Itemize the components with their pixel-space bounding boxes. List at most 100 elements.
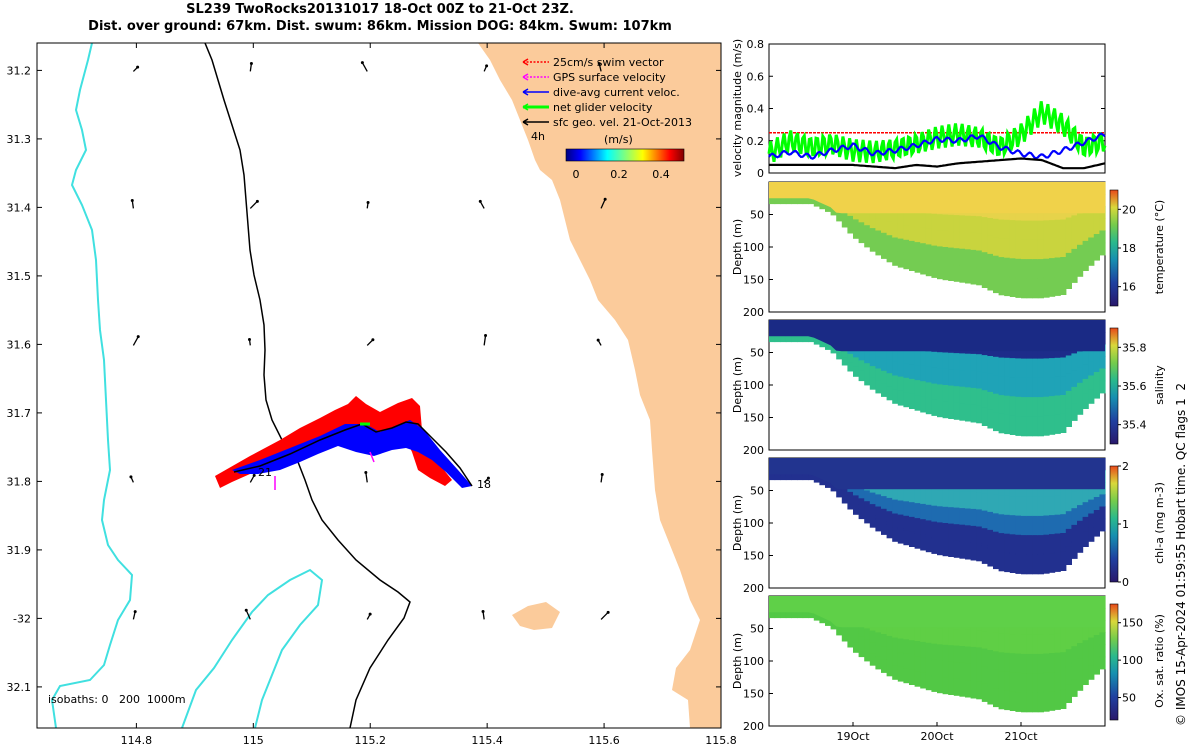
section-y-tick: 200 (743, 306, 764, 319)
section-cell (993, 274, 1000, 294)
section-cbar-tick: 35.4 (1122, 419, 1147, 432)
geo-vector-head (255, 199, 259, 203)
section-colorbar (1109, 465, 1119, 583)
section-cell (1009, 653, 1016, 673)
section-cell (881, 483, 888, 497)
section-cbar-tick: 35.6 (1122, 380, 1147, 393)
section-cell (998, 238, 1005, 258)
section-cell (1082, 364, 1089, 380)
section-cell (853, 495, 860, 506)
section-x-tick: 20Oct (920, 730, 954, 743)
section-cell (993, 494, 1000, 514)
section-cell (998, 376, 1005, 396)
section-cell (1026, 515, 1033, 536)
section-cell (959, 662, 966, 680)
section-cell (914, 488, 921, 504)
section-cell (1054, 495, 1061, 516)
section-cell (1026, 278, 1033, 299)
section-cell (931, 521, 938, 539)
section-cell (1077, 658, 1084, 676)
section-cell (886, 511, 893, 526)
section-cell (920, 350, 927, 367)
section-cell (920, 534, 927, 551)
geo-vector-head (364, 470, 368, 474)
section-cell (1049, 672, 1056, 692)
section-cell (785, 472, 792, 477)
section-cell (1071, 215, 1078, 233)
section-cell (1037, 554, 1044, 575)
section-cell (1071, 386, 1078, 405)
section-cell (953, 264, 960, 282)
section-cell (864, 639, 871, 651)
track-label-end: 18 (477, 478, 491, 491)
section-cell (903, 363, 910, 379)
section-cell (981, 217, 988, 236)
section-cell (1043, 553, 1050, 574)
section-cell (976, 492, 983, 510)
section-cell (886, 484, 893, 499)
section-cell (970, 646, 977, 665)
section-cell (931, 367, 938, 385)
section-cell (931, 675, 938, 692)
section-cell (858, 232, 865, 244)
section-cell (808, 613, 815, 619)
section-cell (1043, 277, 1050, 298)
section-cell (791, 613, 798, 619)
section-cell (1065, 666, 1072, 686)
section-cell (1049, 277, 1056, 297)
section-cell (998, 551, 1005, 572)
velocity-ylabel: velocity magnitude (m/s) (731, 39, 744, 177)
section-cell (942, 661, 949, 678)
section-cell (998, 495, 1005, 515)
section-cell (1032, 259, 1039, 279)
section-cell (1037, 535, 1044, 555)
section-cell (1015, 239, 1022, 260)
section-cbar-tick: 100 (1122, 654, 1143, 667)
section-cell (953, 645, 960, 663)
section-cell (925, 536, 932, 553)
section-cell (1071, 491, 1078, 509)
section-cell (897, 500, 904, 516)
section-cell (1026, 535, 1033, 555)
section-cell (1043, 358, 1050, 379)
section-y-tick: 150 (743, 274, 764, 287)
section-cell (1093, 247, 1100, 261)
section-cell (1009, 277, 1016, 297)
section-cell (953, 369, 960, 387)
section-cbar-tick: 16 (1122, 281, 1136, 294)
section-cell (785, 613, 792, 619)
section-cell (965, 542, 972, 560)
section-cell (892, 223, 899, 239)
section-cell (1009, 553, 1016, 573)
section-cell (981, 390, 988, 409)
legend-arrowhead (522, 103, 529, 111)
section-cell (1032, 496, 1039, 517)
section-cell (965, 663, 972, 681)
section-cell (802, 334, 809, 339)
geo-vector-head (484, 333, 488, 337)
section-cell (886, 497, 893, 512)
section-cell (1009, 377, 1016, 397)
section-cell (1065, 408, 1072, 427)
section-cell (998, 533, 1005, 553)
geo-vector-head (606, 610, 610, 614)
geo-vector-head (600, 472, 604, 476)
section-cell (886, 524, 893, 539)
section-x-tick: 21Oct (1004, 730, 1038, 743)
map-panel: 114.8 115 115.2 115.4 115.6 115.8 31.2 31.3 31.… (7, 42, 737, 747)
section-cell (897, 376, 904, 392)
section-cell (1037, 634, 1044, 655)
section-cell (1060, 275, 1067, 295)
section-cell (1082, 669, 1089, 685)
section-cell (920, 672, 927, 689)
section-cell (948, 214, 955, 232)
section-cell (869, 630, 876, 643)
sfc-geo-velocity-vectors (129, 61, 610, 620)
section-cell (1054, 414, 1061, 434)
section-cell (808, 337, 815, 343)
section-cell (925, 504, 932, 521)
section-cell (886, 386, 893, 401)
section-cell (920, 657, 927, 674)
section-cell (987, 271, 994, 291)
section-cell (909, 669, 916, 685)
